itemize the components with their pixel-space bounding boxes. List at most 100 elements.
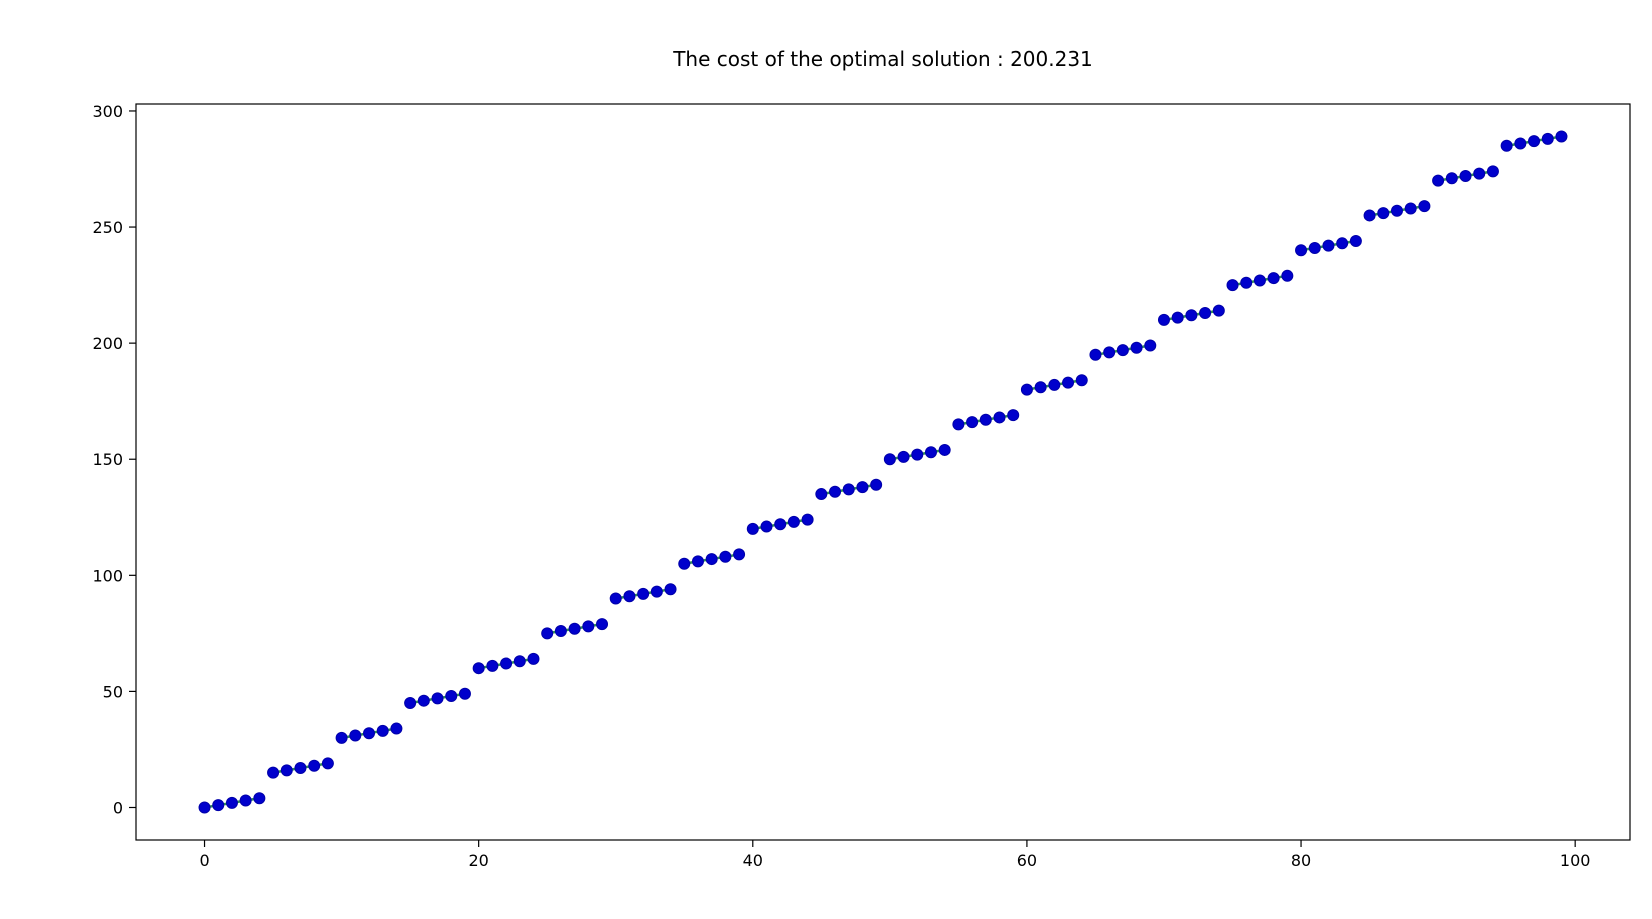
data-point — [321, 757, 334, 770]
data-point — [541, 627, 554, 640]
data-point — [596, 618, 609, 631]
data-point — [1363, 209, 1376, 222]
data-point — [1253, 274, 1266, 287]
data-point — [1144, 339, 1157, 352]
data-point — [1034, 381, 1047, 394]
data-point — [870, 478, 883, 491]
data-point — [801, 513, 814, 526]
data-point — [1130, 341, 1143, 354]
data-point — [979, 413, 992, 426]
data-point — [1020, 383, 1033, 396]
data-point — [554, 625, 567, 638]
y-tick-label: 200 — [92, 334, 123, 353]
data-point — [225, 796, 238, 809]
data-point — [1486, 165, 1499, 178]
data-point — [966, 416, 979, 429]
data-point — [897, 450, 910, 463]
data-point — [1473, 167, 1486, 180]
data-point — [719, 550, 732, 563]
y-tick-label: 0 — [113, 798, 123, 817]
data-point — [1267, 272, 1280, 285]
data-point — [842, 483, 855, 496]
data-point — [1295, 244, 1308, 257]
data-point — [1199, 306, 1212, 319]
data-point — [280, 764, 293, 777]
data-point — [1308, 241, 1321, 254]
data-point — [1226, 279, 1239, 292]
y-tick-label: 100 — [92, 566, 123, 585]
data-point — [1528, 135, 1541, 148]
data-point — [363, 727, 376, 740]
data-point — [1089, 348, 1102, 361]
data-point — [1281, 269, 1294, 282]
data-point — [856, 481, 869, 494]
data-point — [691, 555, 704, 568]
data-point — [883, 453, 896, 466]
data-point — [1048, 378, 1061, 391]
data-point — [486, 659, 499, 672]
data-point — [1514, 137, 1527, 150]
data-point — [404, 697, 417, 710]
data-point — [1500, 139, 1513, 152]
x-tick-label: 0 — [199, 851, 209, 870]
data-point — [924, 446, 937, 459]
x-tick-label: 100 — [1560, 851, 1591, 870]
data-point — [787, 515, 800, 528]
data-point — [815, 488, 828, 501]
data-point — [1240, 276, 1253, 289]
y-axis: 0 50 100 150 200 250 300 — [92, 102, 136, 817]
data-point — [705, 553, 718, 566]
data-point — [239, 794, 252, 807]
data-point — [568, 622, 581, 635]
data-point — [1349, 234, 1362, 247]
data-point — [1103, 346, 1116, 359]
y-tick-label: 50 — [103, 682, 123, 701]
data-point — [760, 520, 773, 533]
data-point — [678, 557, 691, 570]
data-point — [1555, 130, 1568, 143]
data-point — [349, 729, 362, 742]
data-point — [938, 443, 951, 456]
data-point — [513, 655, 526, 668]
data-point — [1445, 172, 1458, 185]
data-point — [1322, 239, 1335, 252]
data-point — [952, 418, 965, 431]
plot-area-frame — [135, 103, 1631, 841]
data-point — [1432, 174, 1445, 187]
data-point — [335, 731, 348, 744]
data-point — [1541, 132, 1554, 145]
x-tick-label: 40 — [743, 851, 763, 870]
data-point — [1336, 237, 1349, 250]
data-point — [664, 583, 677, 596]
data-point — [431, 692, 444, 705]
series-points — [198, 130, 1568, 814]
data-point — [1390, 204, 1403, 217]
data-point — [774, 518, 787, 531]
data-point — [417, 694, 430, 707]
y-tick-label: 150 — [92, 450, 123, 469]
data-point — [1007, 409, 1020, 422]
x-tick-label: 60 — [1017, 851, 1037, 870]
data-point — [390, 722, 403, 735]
data-point — [294, 762, 307, 775]
data-point — [253, 792, 266, 805]
data-point — [1418, 200, 1431, 213]
data-point — [609, 592, 622, 605]
x-tick-label: 80 — [1291, 851, 1311, 870]
data-point — [1212, 304, 1225, 317]
data-point — [623, 590, 636, 603]
data-point — [1062, 376, 1075, 389]
data-point — [911, 448, 924, 461]
data-point — [267, 766, 280, 779]
chart-title: The cost of the optimal solution : 200.2… — [672, 47, 1093, 71]
data-point — [445, 690, 458, 703]
data-point — [637, 587, 650, 600]
data-point — [1185, 309, 1198, 322]
data-point — [212, 799, 225, 812]
data-point — [527, 652, 540, 665]
x-axis: 0 20 40 60 80 100 — [199, 840, 1590, 870]
data-point — [472, 662, 485, 675]
data-point — [733, 548, 746, 561]
